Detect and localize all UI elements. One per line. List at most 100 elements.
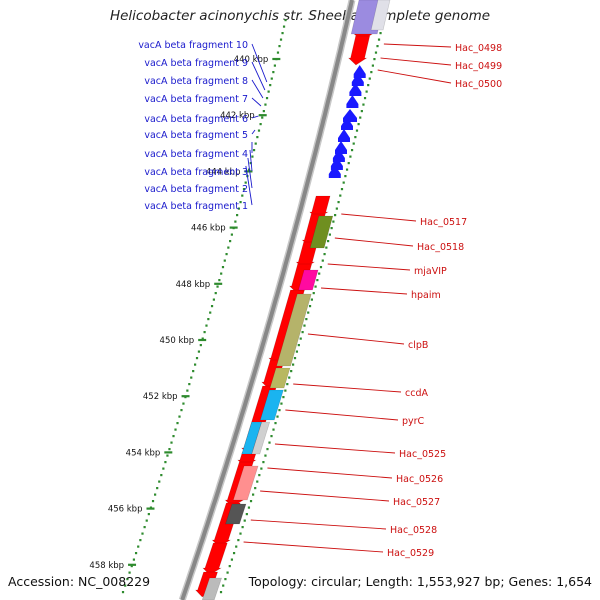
gene-label: mjaVIP: [414, 266, 447, 277]
vacA-fragment-label: vacA beta fragment 8: [144, 76, 248, 87]
vacA-fragment-label: vacA beta fragment 9: [144, 58, 248, 69]
right-feature-label: Hac_0526: [267, 467, 443, 485]
gene-label: Hac_0525: [399, 449, 446, 460]
gene-label: clpB: [408, 340, 428, 351]
reverse-feature-arrow: [328, 165, 341, 178]
gene-block: [251, 421, 271, 455]
gene-block: [201, 577, 223, 600]
gene-block: [309, 215, 334, 249]
scale-tick-label: 442 kbp: [220, 111, 255, 121]
inner-tick-ring: [219, 19, 385, 594]
right-feature-label: Hac_0500: [377, 69, 502, 90]
reverse-feature-arrow: [338, 129, 350, 142]
scale-tick: 442 kbp: [220, 111, 267, 121]
reverse-feature-arrow: [349, 83, 362, 96]
scale-tick: 446 kbp: [191, 224, 238, 234]
left-feature-label: vacA beta fragment 1: [144, 165, 253, 212]
gene-label: Hac_0499: [455, 61, 502, 72]
reverse-feature-arrow: [335, 141, 347, 154]
vacA-fragment-label: vacA beta fragment 6: [144, 114, 248, 125]
right-feature-label: Hac_0528: [250, 519, 437, 536]
scale-tick: 450 kbp: [160, 336, 207, 346]
scale-tick-label: 450 kbp: [160, 336, 195, 346]
reverse-feature-arrow: [351, 73, 364, 86]
scale-tick: 454 kbp: [126, 448, 173, 458]
right-feature-label: Hac_0499: [380, 57, 502, 72]
left-feature-label: vacA beta fragment 2: [144, 157, 253, 195]
gene-block: [276, 293, 312, 367]
backbone-shadow: [178, 0, 356, 600]
genome-backbone: [178, 0, 356, 600]
right-feature-label: pyrC: [285, 409, 425, 427]
scale-tick-label: 448 kbp: [176, 280, 211, 290]
left-feature-label: vacA beta fragment 3: [144, 149, 253, 178]
gene-label: Hac_0500: [455, 79, 502, 90]
scale-tick-label: 452 kbp: [143, 392, 178, 402]
right-feature-label: Hac_0498: [383, 43, 502, 54]
vacA-fragment-label: vacA beta fragment 1: [144, 201, 248, 212]
scale-tick-label: 454 kbp: [126, 448, 161, 458]
left-feature-label: vacA beta fragment 10: [138, 40, 268, 83]
gene-block: [232, 465, 259, 501]
gene-block: [259, 389, 284, 421]
gene-features: [194, 0, 391, 600]
scale-tick: 448 kbp: [176, 280, 223, 290]
scale-tick: 444 kbp: [206, 167, 253, 177]
scale-tick: 440 kbp: [234, 55, 281, 65]
right-feature-label: Hac_0529: [243, 541, 434, 559]
gene-label: Hac_0498: [455, 43, 502, 54]
left-feature-label: vacA beta fragment 4: [144, 141, 253, 160]
outer-tick-ring: [121, 19, 287, 594]
gene-label: Hac_0517: [420, 217, 467, 228]
forward-gene-arrow: [347, 35, 371, 66]
scale-tick: 458 kbp: [89, 561, 137, 571]
scale-tick: 452 kbp: [143, 392, 190, 402]
gene-block: [225, 503, 247, 525]
map-title: Helicobacter acinonychis str. Sheeba, co…: [109, 8, 491, 24]
gene-label: hpaim: [411, 290, 441, 301]
vacA-fragment-label: vacA beta fragment 3: [144, 167, 248, 178]
feature-labels: vacA beta fragment 10 vacA beta fragment …: [138, 40, 502, 559]
left-feature-label: vacA beta fragment 7: [144, 94, 262, 107]
gene-label: Hac_0518: [417, 242, 464, 253]
scale-tick-label: 446 kbp: [191, 224, 226, 234]
vacA-fragment-label: vacA beta fragment 7: [144, 94, 248, 105]
gene-label: Hac_0526: [396, 474, 443, 485]
gene-label: Hac_0528: [390, 525, 437, 536]
scale-ticks: 440 kbp 442 kbp 444 kbp 446 kbp 448 kbp 450 k…: [89, 19, 385, 594]
right-feature-label: Hac_0517: [341, 213, 467, 228]
right-feature-label: Hac_0518: [334, 237, 464, 253]
gene-label: ccdA: [405, 388, 428, 399]
vacA-fragment-label: vacA beta fragment 2: [144, 184, 248, 195]
reverse-feature-arrow: [346, 95, 359, 108]
right-feature-label: clpB: [307, 333, 428, 351]
backbone-line: [180, 0, 354, 600]
forward-gene-arrow: [202, 542, 228, 576]
vacA-fragment-label: vacA beta fragment 4: [144, 149, 248, 160]
accession-text: Accession: NC_008229: [8, 574, 151, 589]
vacA-fragment-label: vacA beta fragment 5: [144, 130, 248, 141]
right-feature-label: hpaim: [321, 287, 441, 301]
right-feature-label: mjaVIP: [327, 263, 447, 277]
gene-block: [269, 367, 291, 389]
scale-tick-label: 444 kbp: [206, 167, 241, 177]
left-feature-label: vacA beta fragment 9: [144, 58, 266, 91]
gene-label: pyrC: [402, 416, 425, 427]
left-feature-label: vacA beta fragment 6: [144, 114, 259, 125]
gene-block: [298, 269, 319, 291]
gene-label: Hac_0527: [393, 497, 440, 508]
right-feature-label: Hac_0527: [260, 490, 440, 508]
left-feature-label: vacA beta fragment 8: [144, 76, 264, 99]
scale-tick: 456 kbp: [108, 505, 155, 515]
gene-block: [370, 0, 391, 31]
right-feature-label: Hac_0525: [274, 443, 446, 460]
scale-tick-label: 458 kbp: [89, 561, 124, 571]
reverse-feature-arrow: [341, 117, 353, 130]
vacA-fragment-label: vacA beta fragment 10: [138, 40, 248, 51]
scale-tick-label: 440 kbp: [234, 55, 269, 65]
genome-summary-text: Topology: circular; Length: 1,553,927 bp…: [248, 574, 592, 589]
left-feature-label: vacA beta fragment 5: [144, 129, 256, 141]
scale-tick-label: 456 kbp: [108, 505, 143, 515]
right-feature-label: ccdA: [293, 383, 428, 399]
